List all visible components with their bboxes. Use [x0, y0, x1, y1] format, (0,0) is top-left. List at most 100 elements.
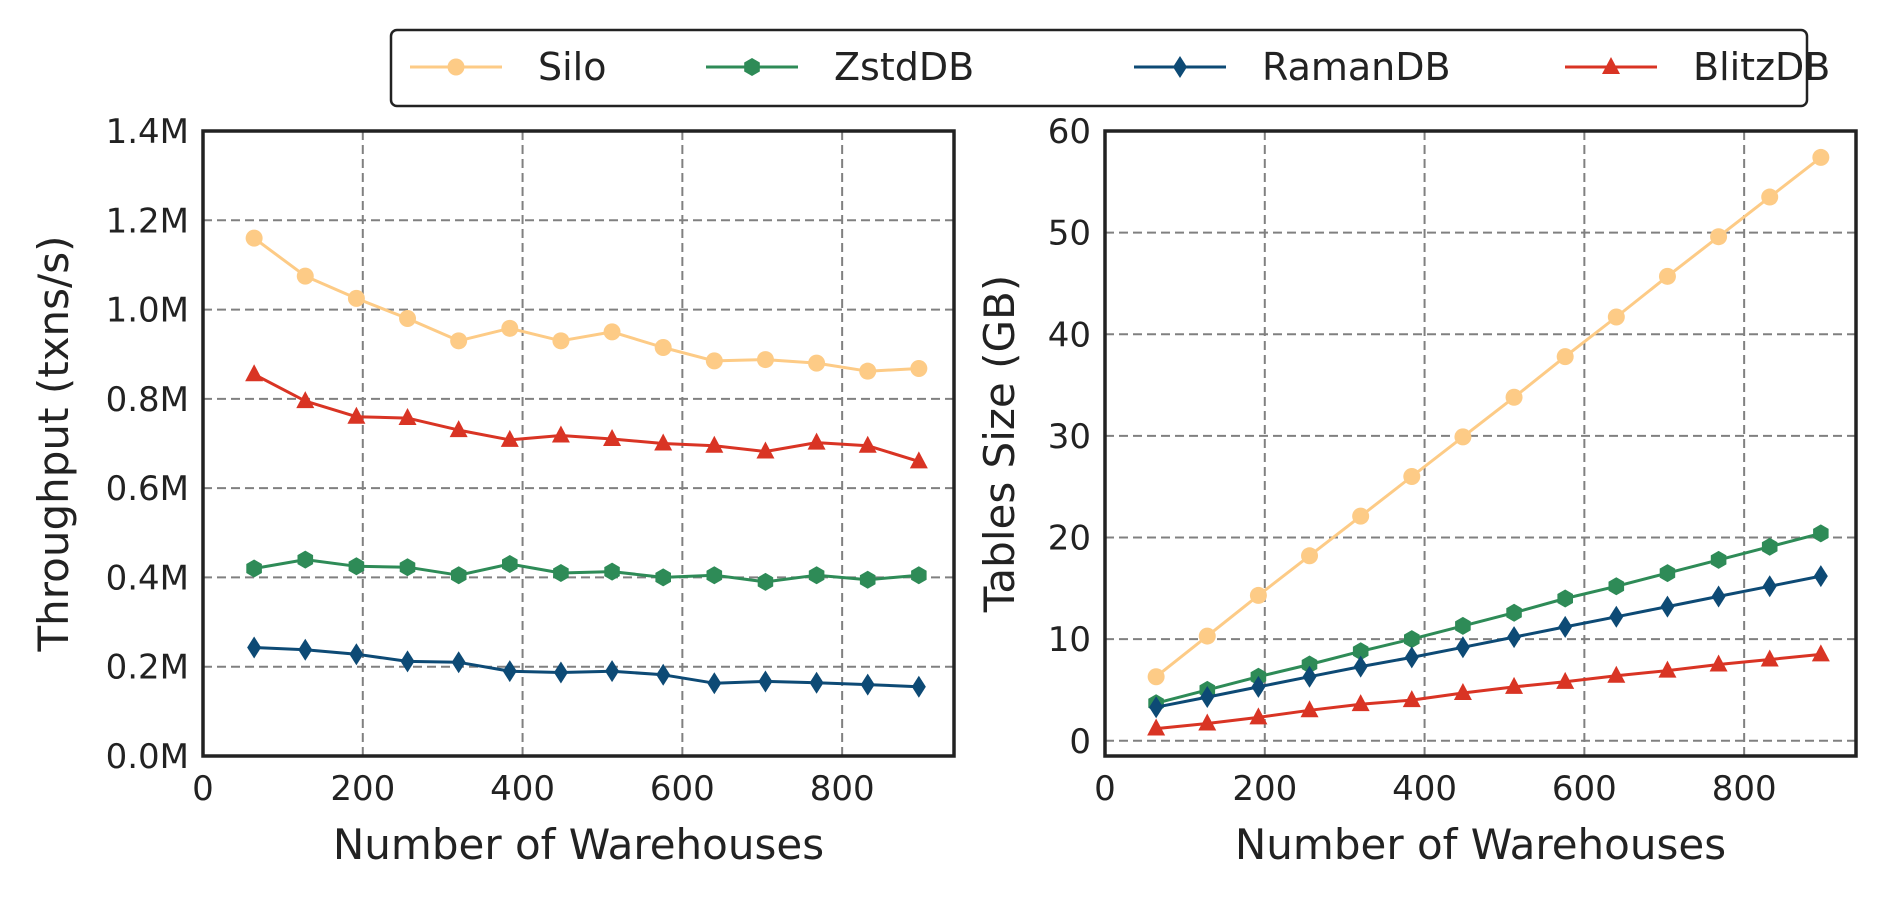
series-ramandb — [1149, 565, 1828, 719]
x-tick-label: 0 — [1094, 769, 1116, 809]
data-point-ramandb — [502, 660, 517, 683]
y-tick-label: 30 — [1048, 417, 1091, 457]
legend-label-silo: Silo — [538, 45, 607, 89]
data-point-ramandb — [1455, 636, 1470, 659]
data-point-blitzdb — [1147, 718, 1166, 736]
plot-frame — [201, 129, 956, 758]
y-tick-label: 0.6M — [106, 469, 189, 509]
data-point-zstddb — [297, 550, 314, 569]
legend-marker-ramandb — [1173, 56, 1187, 78]
y-tick-label: 10 — [1048, 620, 1091, 660]
data-point-zstddb — [655, 568, 671, 587]
data-point-blitzdb — [1198, 713, 1217, 731]
data-point-silo — [859, 362, 877, 380]
data-point-ramandb — [911, 675, 926, 698]
series-line-blitzdb — [253, 372, 920, 463]
x-tick-label: 800 — [1712, 769, 1777, 809]
throughput-chart: 0 200 400 600 800 0.0M 0.2M 0.4M 0.6M 0.8M 1.0M 1.2… — [29, 112, 956, 869]
data-point-zstddb — [604, 562, 620, 581]
data-point-zstddb — [808, 566, 825, 585]
series-line-ramandb — [1155, 574, 1822, 709]
data-point-blitzdb — [500, 429, 519, 447]
data-point-blitzdb — [1505, 676, 1524, 694]
data-point-silo — [1249, 586, 1267, 604]
data-point-ramandb — [1251, 675, 1266, 698]
y-axis-label: Throughput (txns/s) — [29, 236, 78, 653]
y-tick-label: 50 — [1048, 214, 1091, 254]
data-point-blitzdb — [1811, 644, 1830, 662]
data-point-zstddb — [553, 564, 569, 582]
data-point-silo — [1812, 148, 1830, 166]
series-zstddb — [246, 550, 927, 591]
data-point-ramandb — [1660, 595, 1675, 618]
data-point-ramandb — [758, 670, 773, 693]
y-tick-label: 1.0M — [106, 291, 189, 331]
legend-marker-zstddb — [744, 58, 760, 76]
data-point-blitzdb — [756, 441, 775, 459]
data-point-zstddb — [1813, 524, 1829, 543]
y-tick-label: 1.4M — [106, 112, 189, 152]
data-point-ramandb — [809, 671, 824, 694]
data-point-blitzdb — [1607, 665, 1626, 683]
data-point-ramandb — [1609, 605, 1624, 628]
data-point-silo — [552, 332, 570, 350]
data-point-zstddb — [1506, 603, 1522, 622]
data-point-ramandb — [349, 643, 364, 666]
data-point-silo — [399, 310, 417, 327]
legend-marker-blitzdb — [1602, 57, 1620, 74]
data-point-ramandb — [1404, 646, 1419, 669]
data-point-zstddb — [502, 555, 518, 573]
data-point-zstddb — [348, 557, 365, 576]
data-point-silo — [1556, 348, 1574, 366]
tables-size-chart: 0 200 400 600 800 0 10 20 30 40 50 60 Number of Ware… — [975, 112, 1858, 869]
legend-label-blitzdb: BlitzDB — [1693, 45, 1830, 89]
data-point-ramandb — [860, 673, 875, 696]
legend-entry-silo: Silo — [410, 45, 607, 89]
data-point-zstddb — [450, 566, 467, 585]
data-point-ramandb — [451, 651, 466, 674]
x-tick-label: 400 — [1392, 769, 1457, 809]
data-point-blitzdb — [705, 435, 724, 453]
data-point-zstddb — [1710, 550, 1727, 569]
y-tick-label: 1.2M — [106, 201, 189, 241]
data-point-zstddb — [1352, 642, 1369, 661]
data-point-silo — [1352, 507, 1370, 525]
data-point-ramandb — [1200, 686, 1215, 709]
data-point-zstddb — [757, 572, 774, 591]
series-line-ramandb — [254, 646, 919, 689]
legend-entry-zstddb: ZstdDB — [706, 45, 974, 89]
legend-entry-blitzdb: BlitzDB — [1565, 45, 1830, 89]
data-point-blitzdb — [398, 408, 417, 426]
plot-frame — [1103, 129, 1858, 758]
x-tick-label: 200 — [330, 769, 395, 809]
y-tick-label: 0 — [1069, 722, 1091, 762]
data-point-blitzdb — [603, 429, 622, 447]
series-line-silo — [1155, 156, 1822, 678]
data-point-zstddb — [706, 566, 723, 585]
data-point-blitzdb — [296, 391, 315, 409]
data-point-ramandb — [1813, 565, 1828, 588]
legend: Silo ZstdDB RamanDB BlitzDB — [389, 28, 1830, 108]
legend-frame — [389, 28, 1809, 108]
grid — [1105, 131, 1856, 756]
data-point-blitzdb — [449, 420, 468, 438]
data-point-silo — [603, 323, 621, 341]
data-point-ramandb — [656, 663, 671, 686]
y-tick-label: 0.8M — [106, 380, 189, 420]
data-point-blitzdb — [909, 451, 928, 469]
data-point-silo — [1301, 547, 1319, 565]
y-axis-label: Tables Size (GB) — [975, 275, 1024, 614]
data-point-ramandb — [605, 660, 620, 683]
data-point-ramandb — [707, 672, 722, 695]
data-point-zstddb — [399, 558, 416, 577]
data-point-blitzdb — [1556, 671, 1575, 689]
data-point-silo — [1454, 428, 1472, 446]
series-line-zstddb — [253, 558, 919, 584]
y-tick-label: 20 — [1048, 519, 1091, 559]
data-point-ramandb — [247, 636, 262, 659]
data-point-zstddb — [859, 570, 876, 589]
y-tick-label: 60 — [1048, 112, 1091, 152]
data-point-silo — [347, 289, 365, 307]
data-point-silo — [1147, 668, 1165, 686]
legend-label-ramandb: RamanDB — [1262, 45, 1451, 89]
